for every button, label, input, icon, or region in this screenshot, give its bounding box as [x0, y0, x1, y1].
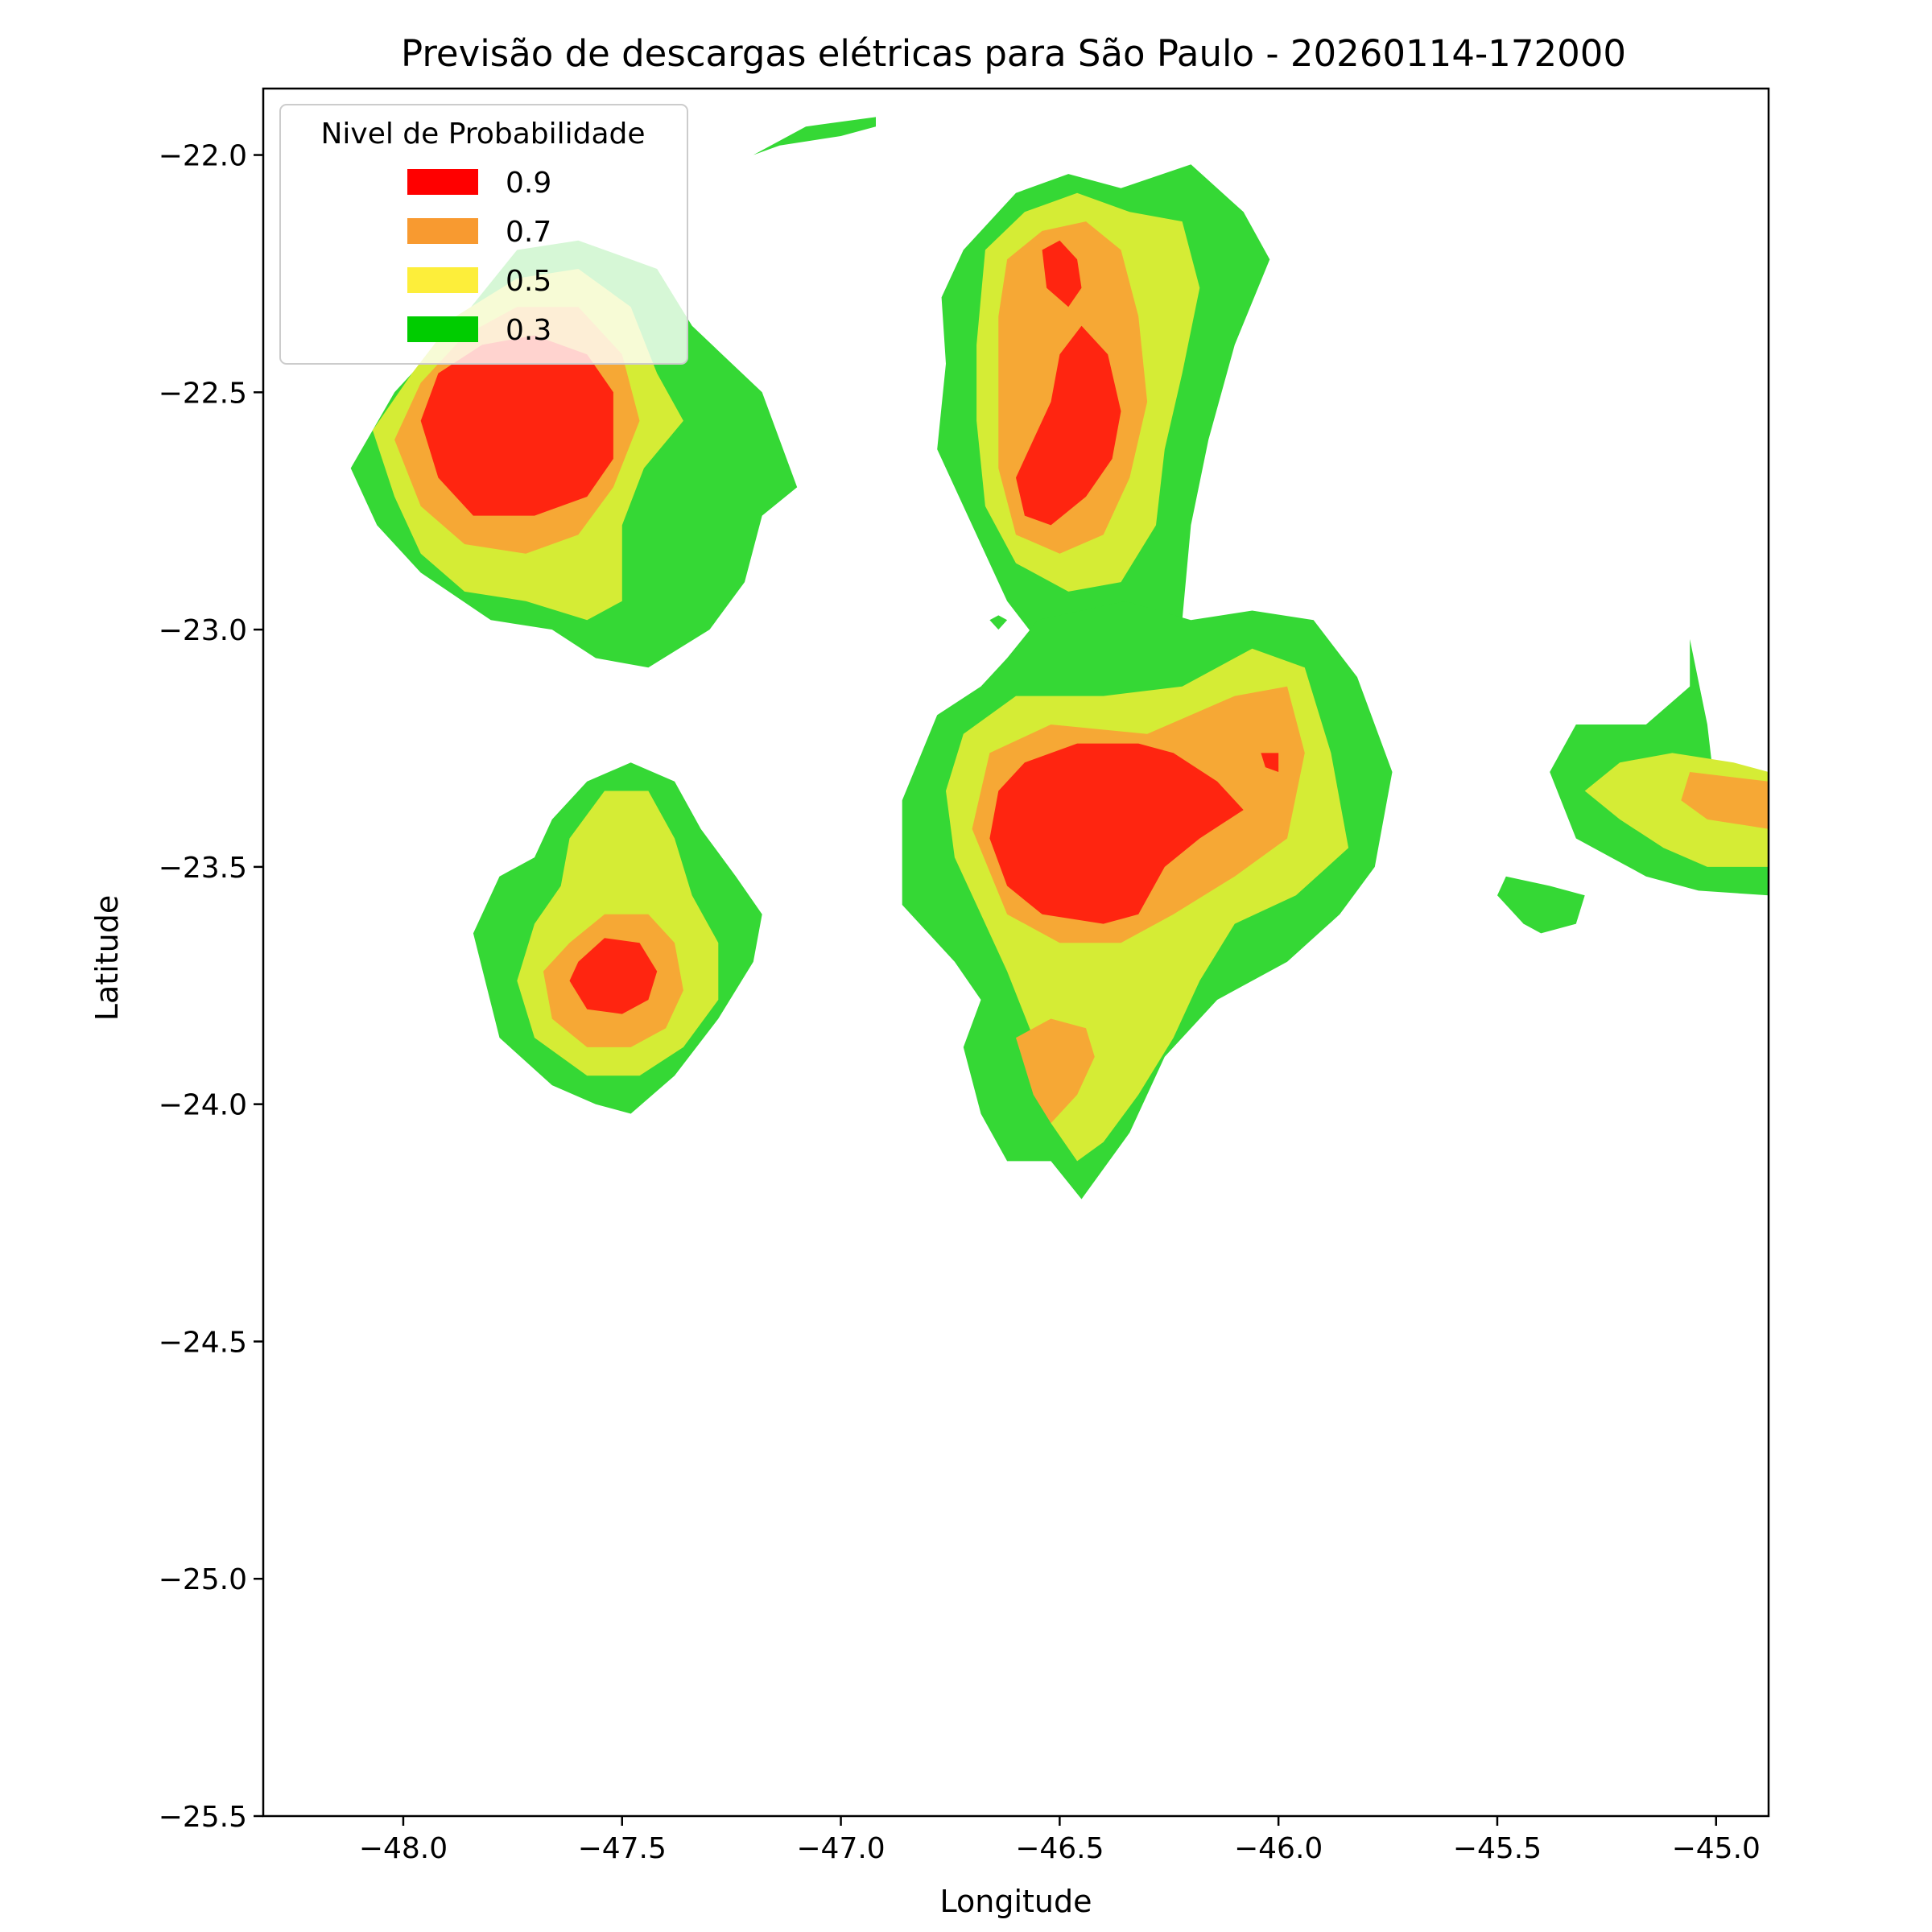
contour-cell-east-p07 [1681, 772, 1769, 829]
x-axis: −48.0 −47.5 −47.0 −46.5 −46.0 −45.5 −45.0 [359, 1816, 1761, 1865]
x-tick-label: −47.0 [796, 1832, 885, 1865]
legend: Nivel de Probabilidade 0.9 0.7 0.5 0.3 [279, 104, 688, 365]
x-tick-label: −48.0 [359, 1832, 448, 1865]
y-tick-label: −22.5 [159, 377, 247, 410]
contour-cell-central-p09 [989, 743, 1244, 924]
y-tick-label: −23.5 [159, 852, 247, 885]
contour-cell-central-spot-p09 [1261, 753, 1279, 772]
contour-cell-north-center-low-p09 [1016, 325, 1121, 526]
plot-frame [262, 87, 1770, 1818]
x-tick-label: −47.5 [578, 1832, 667, 1865]
x-axis-label: Longitude [940, 1884, 1092, 1919]
contour-cell-southwest-p09 [569, 938, 658, 1014]
contour-layer [350, 117, 1769, 1199]
x-tick-label: −45.0 [1672, 1832, 1761, 1865]
contour-cell-north-center-top-p09 [1042, 240, 1082, 308]
contour-cell-east-small-p03 [1497, 876, 1585, 934]
x-tick-label: −45.5 [1453, 1832, 1542, 1865]
y-axis-label: Latitude [89, 895, 125, 1021]
chart-title: Previsão de descargas elétricas para São… [401, 32, 1626, 75]
x-tick-label: −46.0 [1234, 1832, 1323, 1865]
legend-swatch-0.5 [407, 267, 478, 293]
x-tick-label: −46.5 [1015, 1832, 1104, 1865]
legend-title: Nivel de Probabilidade [320, 118, 645, 151]
y-tick-label: −22.0 [159, 140, 247, 173]
legend-entries: 0.9 0.7 0.5 0.3 [407, 167, 551, 347]
contour-cell-northwest-p09 [420, 335, 613, 516]
legend-label-0.7: 0.7 [506, 216, 551, 249]
contour-cell-north-strip-p03 [753, 117, 876, 155]
y-axis: −22.0 −22.5 −23.0 −23.5 −24.0 −24.5 −25.0 −25.5 [159, 140, 263, 1834]
contour-cell-central-south-p07 [1016, 1018, 1095, 1124]
legend-box [279, 104, 688, 365]
y-tick-label: −23.0 [159, 614, 247, 647]
y-tick-label: −25.5 [159, 1801, 247, 1834]
y-tick-label: −25.0 [159, 1563, 247, 1596]
legend-label-0.3: 0.3 [506, 314, 551, 347]
contour-dot-p03 [989, 615, 1008, 630]
legend-swatch-0.9 [407, 169, 478, 195]
legend-label-0.5: 0.5 [506, 265, 551, 298]
legend-label-0.9: 0.9 [506, 167, 551, 200]
legend-swatch-0.7 [407, 218, 478, 244]
y-tick-label: −24.5 [159, 1326, 247, 1359]
legend-swatch-0.3 [407, 316, 478, 342]
y-tick-label: −24.0 [159, 1089, 247, 1122]
